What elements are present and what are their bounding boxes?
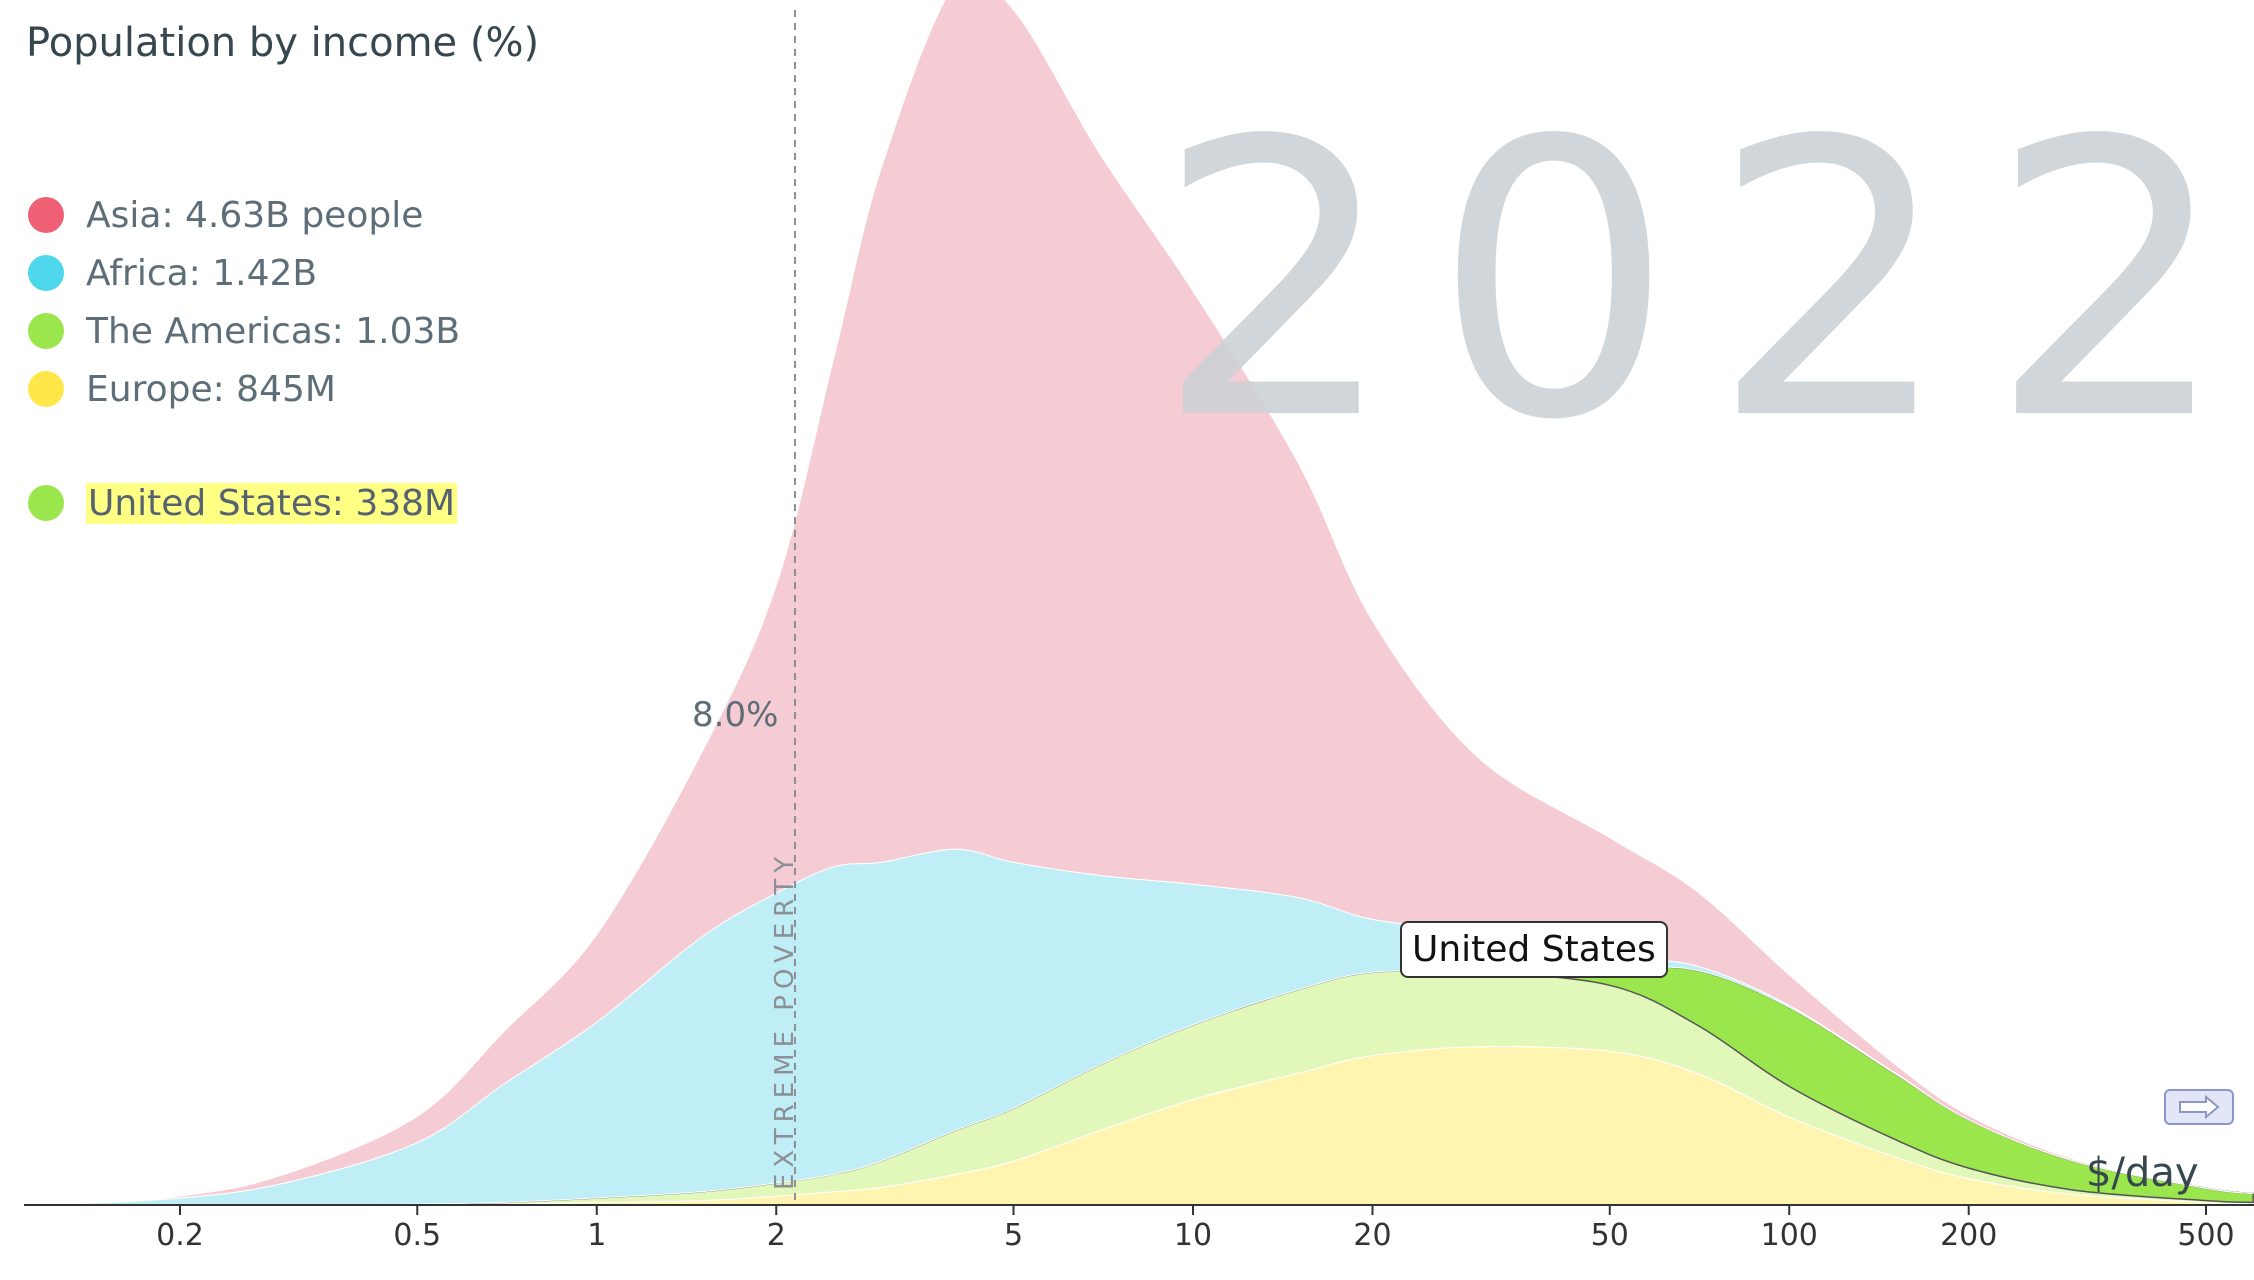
country-tooltip: United States: [1400, 921, 1668, 978]
chart-areas: [47, 0, 2254, 1206]
x-tick-label: 20: [1353, 1218, 1392, 1253]
x-tick-label: 200: [1940, 1218, 1998, 1253]
europe-color-dot: [28, 371, 64, 407]
x-tick-label: 500: [2177, 1218, 2235, 1253]
legend-label-united-states: United States: 338M: [86, 482, 458, 524]
x-axis-unit-label: $/day: [2086, 1150, 2199, 1196]
legend: Asia: 4.63B people Africa: 1.42B The Ame…: [28, 186, 460, 532]
legend-item-africa[interactable]: Africa: 1.42B: [28, 244, 460, 302]
chart-title: Population by income (%): [26, 20, 540, 66]
asia-color-dot: [28, 197, 64, 233]
legend-label-africa: Africa: 1.42B: [86, 252, 318, 294]
legend-item-selected-country[interactable]: United States: 338M: [28, 474, 460, 532]
americas-color-dot: [28, 313, 64, 349]
x-tick-label: 1: [587, 1218, 607, 1253]
area-asia[interactable]: [47, 0, 2254, 1206]
extreme-poverty-label: EXTREME POVERTY: [770, 850, 800, 1190]
x-tick-label: 2: [766, 1218, 786, 1253]
legend-label-asia: Asia: 4.63B people: [86, 194, 424, 236]
x-tick-label: 0.2: [156, 1218, 204, 1253]
legend-label-americas: The Americas: 1.03B: [86, 310, 461, 352]
x-tick-label: 10: [1173, 1218, 1213, 1253]
x-tick-label: 50: [1590, 1218, 1629, 1253]
legend-label-europe: Europe: 845M: [86, 368, 336, 410]
y-reference-label: 8.0%: [692, 695, 779, 735]
expand-button[interactable]: [2164, 1089, 2234, 1125]
x-tick-label: 5: [1003, 1218, 1024, 1253]
united-states-color-dot: [28, 485, 64, 521]
year-watermark: 2022: [1155, 60, 2254, 503]
chart-x-ticks: [179, 1205, 2207, 1215]
legend-item-americas[interactable]: The Americas: 1.03B: [28, 302, 460, 360]
legend-item-europe[interactable]: Europe: 845M: [28, 360, 460, 418]
africa-color-dot: [28, 255, 64, 291]
x-tick-label: 100: [1760, 1218, 1818, 1253]
legend-item-asia[interactable]: Asia: 4.63B people: [28, 186, 460, 244]
x-tick-label: 0.5: [393, 1218, 442, 1253]
arrow-right-icon: [2179, 1094, 2220, 1120]
